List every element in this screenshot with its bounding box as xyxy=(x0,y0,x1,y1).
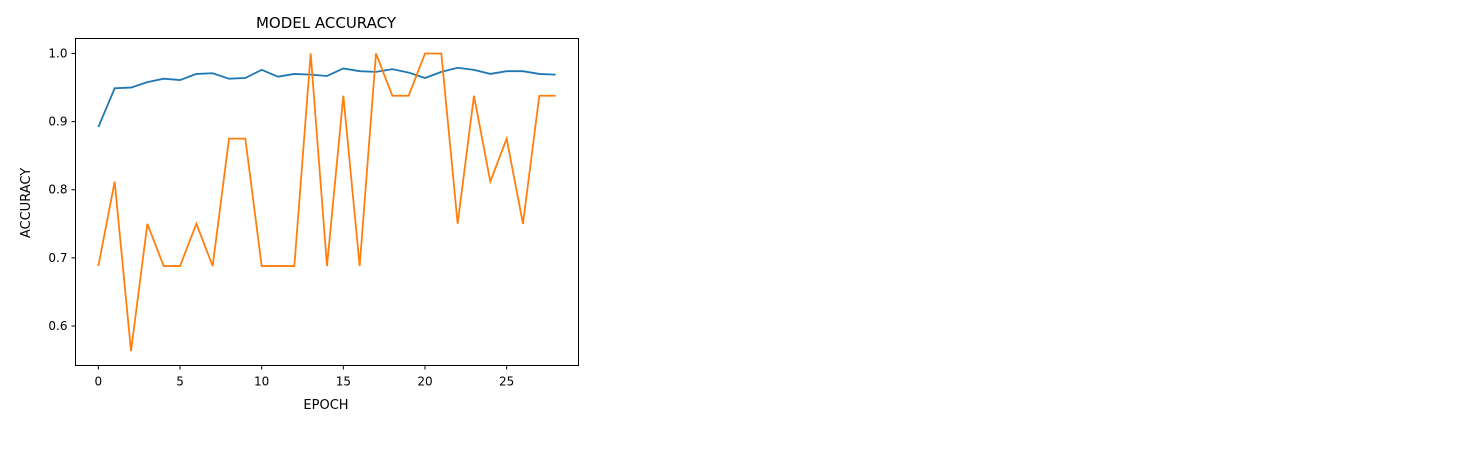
plot-frame xyxy=(75,38,579,366)
y-tick-label: 0.8 xyxy=(48,183,67,197)
y-axis-label: ACCURACY xyxy=(19,168,34,238)
y-tick-label: 0.9 xyxy=(48,115,67,129)
chart-svg: MODEL ACCURACY EPOCH ACCURACY 0 5 10 15 20 25… xyxy=(19,14,579,413)
y-tick-label: 0.7 xyxy=(48,251,67,265)
x-axis-label: EPOCH xyxy=(303,398,348,413)
ticks-layer: 0 5 10 15 20 25 0.6 0.7 0.8 0.9 1.0 xyxy=(48,46,514,388)
y-tick-label: 0.6 xyxy=(48,319,67,333)
x-tick-label: 5 xyxy=(176,375,184,389)
series-line-2 xyxy=(97,52,556,352)
chart-title: MODEL ACCURACY xyxy=(256,14,397,32)
x-tick-label: 25 xyxy=(499,375,514,389)
series-line-1 xyxy=(97,66,556,128)
x-tick-label: 15 xyxy=(336,375,351,389)
x-tick-label: 10 xyxy=(254,375,269,389)
y-tick-label: 1.0 xyxy=(48,46,67,60)
series-layer xyxy=(97,52,556,352)
x-tick-label: 0 xyxy=(95,375,103,389)
accuracy-chart: MODEL ACCURACY EPOCH ACCURACY 0 5 10 15 20 25… xyxy=(0,0,600,445)
x-tick-label: 20 xyxy=(417,375,432,389)
